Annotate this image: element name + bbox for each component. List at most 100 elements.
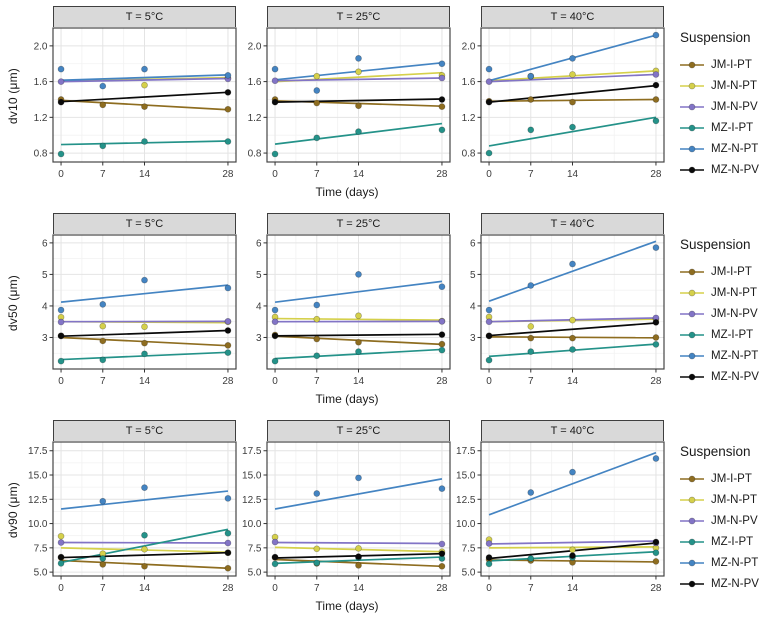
x-tick-label: 28 xyxy=(436,583,448,594)
trendline-MZ-N-PV xyxy=(61,329,228,338)
data-point-MZ-N-PT xyxy=(569,55,576,62)
y-tick-label: 0.8 xyxy=(34,149,48,160)
data-point-JM-I-PT xyxy=(652,558,660,565)
data-point-MZ-N-PT xyxy=(569,260,576,268)
legend-key-icon xyxy=(680,352,704,359)
data-point-JM-N-PT xyxy=(57,532,65,540)
y-tick-label: 0.8 xyxy=(462,149,476,160)
data-point-JM-I-PT xyxy=(652,334,660,341)
legend-key-icon xyxy=(680,310,704,317)
y-tick-label: 1.6 xyxy=(34,77,48,88)
data-point-MZ-I-PT xyxy=(99,555,107,562)
data-point-JM-I-PT xyxy=(355,102,362,110)
data-point-JM-I-PT xyxy=(141,562,148,570)
data-point-JM-I-PT xyxy=(313,335,321,343)
legend-label: MZ-N-PT xyxy=(711,556,759,569)
data-point-JM-I-PT xyxy=(527,96,535,103)
data-point-JM-I-PT xyxy=(355,561,362,569)
facet-panel: T = 5°C 5.0 7.5 10.0 12.5 15.0 17.5 0 7 14 28 xyxy=(26,420,238,598)
data-point-MZ-I-PT xyxy=(438,346,446,354)
x-tick-label: 0 xyxy=(486,169,492,180)
data-point-MZ-I-PT xyxy=(99,356,107,364)
legend-key-icon xyxy=(680,331,704,338)
y-tick-label: 15.0 xyxy=(28,471,48,482)
y-tick-label: 17.5 xyxy=(242,446,262,457)
legend-items: JM-I-PT JM-N-PT JM-N-PV MZ-I-PT MZ-N-PT MZ-N-… xyxy=(680,54,759,180)
y-axis-label-column: dv50 (μm) xyxy=(0,213,26,420)
data-point-MZ-N-PT xyxy=(271,65,279,73)
data-point-MZ-N-PV xyxy=(271,332,279,340)
y-tick-label: 1.6 xyxy=(462,77,476,88)
legend-key-icon xyxy=(680,61,704,68)
legend: Suspension JM-I-PT JM-N-PT JM-N-PV MZ-I-PT M… xyxy=(668,6,780,213)
data-point-JM-N-PV xyxy=(224,539,232,547)
facet-panel: T = 25°C 5.0 7.5 10.0 12.5 15.0 17.5 0 7 14 28 xyxy=(240,420,452,598)
trendline-MZ-N-PV xyxy=(60,91,229,103)
axis-ticks: 0.8 1.2 1.6 2.0 0 7 14 28 xyxy=(34,41,234,180)
data-point-MZ-N-PV xyxy=(652,318,660,326)
axis-ticks: 3 4 5 6 0 7 14 28 xyxy=(256,238,448,387)
data-point-JM-N-PT xyxy=(141,81,148,89)
legend-item-jm-i-pt: JM-I-PT xyxy=(680,261,759,282)
x-axis-title: Time (days) xyxy=(315,599,379,613)
legend-key-icon xyxy=(680,82,704,89)
data-point-MZ-N-PV xyxy=(485,554,493,561)
data-point-MZ-N-PT xyxy=(224,71,232,79)
series-layer xyxy=(485,31,660,157)
data-point-MZ-N-PT xyxy=(224,494,232,502)
legend-label: MZ-N-PT xyxy=(711,142,759,155)
data-point-JM-N-PV xyxy=(485,78,493,85)
y-tick-label: 5.0 xyxy=(34,568,48,579)
y-tick-label: 17.5 xyxy=(456,446,476,457)
y-tick-label: 7.5 xyxy=(462,543,476,554)
x-tick-label: 14 xyxy=(353,169,365,180)
plot-area: 0.8 1.2 1.6 2.0 0 7 14 28 xyxy=(248,27,451,180)
facet-panel: T = 40°C 0.8 1.2 1.6 2.0 0 7 14 28 xyxy=(454,6,666,184)
plot-area: 3 4 5 6 0 7 14 28 xyxy=(256,234,451,387)
trendline-MZ-N-PV xyxy=(275,333,442,337)
data-point-MZ-N-PT xyxy=(355,474,362,482)
data-point-MZ-N-PV xyxy=(224,327,232,334)
axis-ticks: 3 4 5 6 0 7 14 28 xyxy=(470,238,662,387)
data-point-JM-I-PT xyxy=(224,105,232,113)
data-point-JM-I-PT xyxy=(141,339,148,347)
data-point-JM-I-PT xyxy=(99,337,107,345)
y-tick-label: 6 xyxy=(42,238,48,249)
data-point-MZ-I-PT xyxy=(271,560,279,568)
legend-item-mz-i-pt: MZ-I-PT xyxy=(680,531,759,552)
data-point-JM-N-PV xyxy=(271,538,279,546)
trendline-MZ-N-PV xyxy=(488,322,657,337)
x-tick-label: 28 xyxy=(436,169,448,180)
legend-key-icon xyxy=(680,373,704,380)
data-point-MZ-N-PV xyxy=(224,549,232,557)
x-tick-label: 28 xyxy=(650,583,662,594)
facet-strip: T = 5°C xyxy=(53,6,236,27)
facet-strip-label: T = 5°C xyxy=(125,218,164,230)
data-point-JM-N-PT xyxy=(569,316,576,324)
y-tick-label: 2.0 xyxy=(462,41,476,52)
chart-row-dv90: dv90 (μm) T = 5°C 5.0 7.5 10.0 12.5 15.0 17.5… xyxy=(0,420,780,627)
legend-item-jm-n-pv: JM-N-PV xyxy=(680,96,759,117)
data-point-MZ-I-PT xyxy=(652,341,660,348)
x-tick-label: 14 xyxy=(139,376,151,387)
data-point-MZ-N-PT xyxy=(438,60,446,68)
data-point-MZ-I-PT xyxy=(141,531,148,539)
data-point-MZ-N-PV xyxy=(652,538,660,546)
trendline-MZ-N-PT xyxy=(274,478,443,510)
data-point-JM-N-PT xyxy=(569,71,576,78)
legend-item-jm-n-pv: JM-N-PV xyxy=(680,303,759,324)
data-point-JM-I-PT xyxy=(224,342,232,349)
series-layer xyxy=(57,276,232,365)
data-point-MZ-I-PT xyxy=(652,117,660,125)
data-point-MZ-I-PT xyxy=(313,352,321,360)
data-point-JM-N-PV xyxy=(438,74,446,82)
data-point-JM-I-PT xyxy=(141,103,148,110)
data-point-JM-N-PV xyxy=(57,78,65,85)
trendline-JM-N-PV xyxy=(61,77,228,83)
legend-title: Suspension xyxy=(680,444,751,459)
facet-strip: T = 40°C xyxy=(481,420,664,441)
x-tick-label: 14 xyxy=(567,169,579,180)
facet-panel: T = 40°C 5.0 7.5 10.0 12.5 15.0 17.5 0 7 14 28 xyxy=(454,420,666,598)
data-point-MZ-N-PT xyxy=(271,306,279,314)
y-axis-label-column: dv90 (μm) xyxy=(0,420,26,627)
